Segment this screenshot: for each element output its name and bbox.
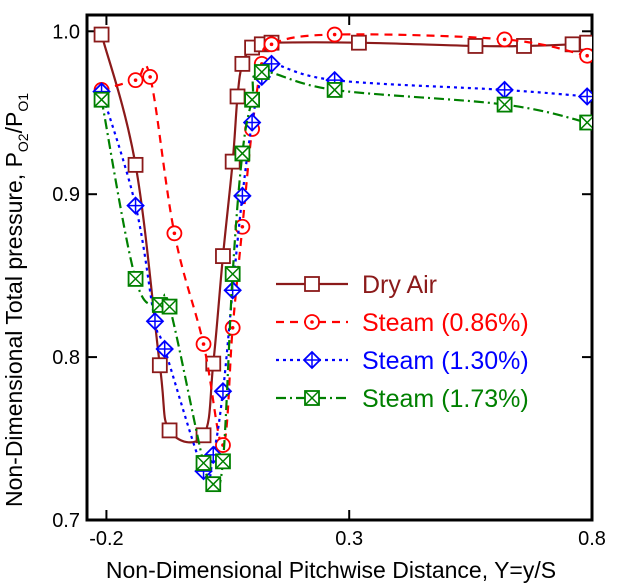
data-point (234, 55, 251, 72)
legend-label: Steam (1.73%) (362, 385, 529, 413)
x-tick-label: 0.8 (578, 528, 606, 550)
data-point (351, 34, 367, 51)
series-line (101, 33, 588, 447)
x-tick-label: -0.2 (89, 528, 123, 550)
y-axis-label-sub1: O2 (15, 133, 31, 152)
data-point (93, 26, 110, 43)
data-point (496, 96, 513, 113)
legend-label: Steam (1.30%) (362, 347, 529, 375)
data-point (496, 31, 513, 48)
y-axis-ticks: 0.7 0.8 0.9 1.0 (52, 21, 592, 532)
data-point (215, 453, 231, 470)
y-tick-label: 1.0 (52, 21, 80, 43)
data-point (151, 357, 168, 374)
data-point (205, 355, 222, 372)
data-point (195, 336, 212, 352)
series (93, 64, 592, 493)
data-point (223, 281, 242, 300)
data-point (234, 218, 251, 235)
data-point (577, 87, 592, 106)
data-point (579, 114, 592, 131)
data-point (145, 311, 165, 331)
x-axis-label: Non-Dimensional Pitchwise Distance, Y=y/… (106, 557, 556, 583)
data-point (326, 82, 343, 98)
data-point (155, 339, 174, 359)
data-point (224, 266, 241, 282)
series-layer (92, 26, 592, 493)
data-point (326, 26, 343, 43)
y-axis-label-sub2: O1 (15, 93, 31, 112)
data-point (215, 437, 231, 453)
data-point (161, 422, 178, 439)
y-axis-label-sep: /P (1, 112, 27, 134)
legend: Dry Air Steam (0.86%) Steam (1.30%) Steam (… (276, 271, 529, 413)
data-point (516, 38, 532, 54)
legend-item: Steam (0.86%) (276, 309, 529, 337)
data-point (253, 64, 270, 80)
data-point (205, 476, 222, 493)
data-point (166, 225, 183, 242)
data-point (161, 298, 178, 315)
x-axis-ticks: -0.2 0.3 0.8 (89, 15, 606, 550)
series (93, 26, 592, 453)
legend-marker (304, 276, 320, 292)
data-point (127, 72, 144, 89)
legend-item: Dry Air (276, 271, 437, 299)
data-point (234, 145, 251, 162)
y-tick-label: 0.9 (52, 184, 80, 206)
legend-label: Dry Air (362, 271, 437, 299)
legend-marker (302, 350, 322, 370)
data-point (263, 36, 280, 53)
y-axis-label: Non-Dimensional Total pressure, PO2/PO1 (1, 93, 31, 507)
legend-marker (304, 390, 320, 406)
legend-item: Steam (1.30%) (276, 347, 529, 375)
data-point (93, 91, 110, 108)
data-point (215, 248, 231, 264)
legend-marker (304, 314, 320, 330)
data-point (233, 186, 252, 206)
data-point (224, 319, 241, 336)
data-point (126, 196, 145, 215)
data-point (564, 36, 581, 53)
data-point (229, 88, 246, 105)
data-point (579, 47, 592, 64)
y-tick-label: 0.7 (52, 510, 80, 532)
legend-label: Steam (0.86%) (362, 309, 529, 337)
x-tick-label: 0.3 (335, 528, 363, 550)
data-point (142, 69, 159, 85)
y-tick-label: 0.8 (52, 347, 80, 369)
y-axis-label-main: Non-Dimensional Total pressure, P (1, 152, 27, 507)
legend-item: Steam (1.73%) (276, 385, 529, 413)
data-point (127, 271, 144, 287)
data-point (127, 156, 144, 173)
series (93, 26, 592, 444)
data-point (244, 91, 260, 108)
data-point (195, 455, 212, 471)
data-point (467, 38, 484, 54)
